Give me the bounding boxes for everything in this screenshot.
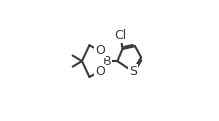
Text: O: O xyxy=(95,65,105,78)
Text: S: S xyxy=(129,65,137,78)
Text: Cl: Cl xyxy=(115,29,127,42)
Text: B: B xyxy=(103,55,111,68)
Text: O: O xyxy=(95,44,105,57)
